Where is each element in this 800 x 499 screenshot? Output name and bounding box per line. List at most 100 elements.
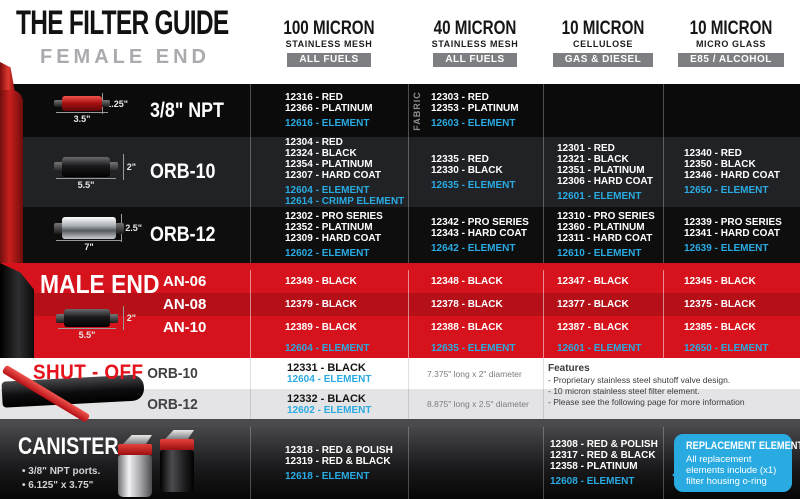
parts-cell: 12347 - BLACK: [543, 270, 663, 293]
row-label: ORB-10: [150, 160, 216, 183]
male-rows: AN-06 12349 - BLACK 12348 - BLACK 12347 …: [0, 270, 800, 358]
row-label: AN-06: [163, 273, 207, 290]
parts-cell: 12308 - RED & POLISH 12317 - RED & BLACK…: [543, 427, 663, 499]
inline-filter-illustration: 2.5" 7": [54, 214, 142, 252]
dimension-length: 3.5": [56, 112, 108, 124]
parts-cell: FABRIC 12303 - RED 12353 - PLATINUM 1260…: [408, 84, 543, 137]
column-header-100-micron: 100 MICRON STAINLESS MESH ALL FUELS: [283, 18, 375, 67]
parts-cell: 12375 - BLACK: [663, 293, 800, 316]
parts-cell: 12388 - BLACK: [408, 316, 543, 339]
row-label: 3/8" NPT: [150, 98, 224, 122]
fuel-badge: E85 / ALCOHOL: [678, 53, 784, 67]
replacement-elements-callout: REPLACEMENT ELEMENTS All replacement ele…: [672, 434, 800, 492]
fabric-note: FABRIC: [412, 90, 422, 131]
table-row-an06: AN-06 12349 - BLACK 12348 - BLACK 12347 …: [0, 270, 800, 293]
size-cell: 7.375" long x 2" diameter: [408, 358, 543, 389]
parts-cell: 12340 - RED 12350 - BLACK 12346 - HARD C…: [663, 137, 800, 207]
shut-off-title: SHUT - OFF: [33, 361, 144, 384]
parts-cell: 12389 - BLACK: [250, 316, 408, 339]
female-end-label: FEMALE END: [40, 46, 210, 68]
fuel-badge: ALL FUELS: [433, 53, 517, 67]
parts-cell: 12301 - RED 12321 - BLACK 12351 - PLATIN…: [543, 137, 663, 207]
row-label: AN-10: [163, 319, 207, 336]
row-label: ORB-10: [147, 365, 198, 382]
dimension-height: 2": [122, 306, 136, 330]
parts-cell: 12302 - PRO SERIES 12352 - PLATINUM 1230…: [250, 207, 408, 263]
row-label-cell: 2" 5.5" ORB-10: [0, 137, 250, 207]
parts-cell: 12332 - BLACK 12602 - ELEMENT: [250, 389, 408, 419]
parts-cell: 12378 - BLACK: [408, 293, 543, 316]
table-row-shutoff-orb10: ORB-10 12331 - BLACK 12604 - ELEMENT 7.3…: [0, 358, 800, 389]
canister-table: CANISTER • 3/8" NPT ports. • 6.125" x 3.…: [0, 427, 800, 499]
column-header-10-micron-micro-glass: 10 MICRON MICRO GLASS E85 / ALCOHOL: [656, 18, 800, 67]
dimension-length: 7": [56, 240, 122, 252]
element-cell: 12601 - ELEMENT: [543, 339, 663, 358]
parts-cell: 12331 - BLACK 12604 - ELEMENT: [250, 358, 408, 389]
canister-photo-icon: [118, 435, 152, 497]
table-row-an10: AN-10 12389 - BLACK 12388 - BLACK 12387 …: [0, 316, 800, 339]
table-row-an08: AN-08 12379 - BLACK 12378 - BLACK 12377 …: [0, 293, 800, 316]
parts-cell-empty: [543, 84, 663, 137]
replacement-elements-cell: REPLACEMENT ELEMENTS All replacement ele…: [663, 427, 800, 499]
parts-cell: 12318 - RED & POLISH 12319 - RED & BLACK…: [250, 427, 408, 499]
row-label: ORB-12: [150, 223, 216, 246]
parts-cell: 12387 - BLACK: [543, 316, 663, 339]
parts-cell: 12377 - BLACK: [543, 293, 663, 316]
canister-specs: • 3/8" NPT ports. • 6.125" x 3.75": [22, 466, 101, 491]
parts-cell-empty: [408, 427, 543, 499]
canister-title: CANISTER: [18, 433, 119, 460]
row-label-cell: 1.25" 3.5" 3/8" NPT: [0, 84, 250, 137]
male-end-table: MALE END 2" 5.5" AN-06 12349 - BLACK 123…: [0, 263, 800, 358]
parts-cell: 12304 - RED 12324 - BLACK 12354 - PLATIN…: [250, 137, 408, 207]
title-block: THE FILTER GUIDE FEMALE END: [16, 4, 311, 69]
dimension-length: 5.5": [56, 178, 116, 190]
table-row-orb12: 2.5" 7" ORB-12 12302 - PRO SERIES 12352 …: [0, 207, 800, 263]
table-row-elements: 12604 - ELEMENT 12635 - ELEMENT 12601 - …: [0, 339, 800, 358]
parts-cell: 12348 - BLACK: [408, 270, 543, 293]
row-label: AN-08: [163, 296, 207, 313]
element-cell: 12604 - ELEMENT: [250, 339, 408, 358]
row-label: ORB-12: [147, 395, 198, 413]
page-title: THE FILTER GUIDE: [16, 4, 229, 42]
parts-cell: 12339 - PRO SERIES 12341 - HARD COAT 126…: [663, 207, 800, 263]
parts-cell: 12345 - BLACK: [663, 270, 800, 293]
column-header-40-micron: 40 MICRON STAINLESS MESH ALL FUELS: [431, 18, 519, 67]
size-cell: 8.875" long x 2.5" diameter: [408, 389, 543, 419]
parts-cell: 12342 - PRO SERIES 12343 - HARD COAT 126…: [408, 207, 543, 263]
row-label-cell: 2.5" 7" ORB-12: [0, 207, 250, 263]
parts-cell: 12379 - BLACK: [250, 293, 408, 316]
inline-filter-illustration: 1.25" 3.5": [54, 93, 128, 124]
dimension-length: 5.5": [58, 328, 116, 340]
fuel-badge: ALL FUELS: [287, 53, 371, 67]
features-spacer: [543, 358, 800, 389]
parts-cell: 12310 - PRO SERIES 12360 - PLATINUM 1231…: [543, 207, 663, 263]
row-label-cell: CANISTER • 3/8" NPT ports. • 6.125" x 3.…: [0, 427, 250, 499]
element-cell: 12635 - ELEMENT: [408, 339, 543, 358]
dimension-height: 2": [122, 154, 136, 180]
canister-photo-icon: [160, 430, 194, 492]
parts-cell: 12385 - BLACK: [663, 316, 800, 339]
shut-off-table: SHUT - OFF ORB-10 12331 - BLACK 12604 - …: [0, 358, 800, 423]
section-divider: [0, 419, 800, 427]
male-end-title: MALE END: [40, 269, 160, 299]
table-row-orb10: 2" 5.5" ORB-10 12304 - RED 12324 - BLACK…: [0, 137, 800, 207]
female-end-table: 1.25" 3.5" 3/8" NPT 12316 - RED 12366 - …: [0, 84, 800, 263]
canister-row: CANISTER • 3/8" NPT ports. • 6.125" x 3.…: [0, 427, 800, 499]
element-cell: 12650 - ELEMENT: [663, 339, 800, 358]
fuel-badge: GAS & DIESEL: [552, 53, 654, 67]
table-row-npt: 1.25" 3.5" 3/8" NPT 12316 - RED 12366 - …: [0, 84, 800, 137]
dimension-height: 2.5": [121, 214, 142, 242]
inline-filter-illustration: 2" 5.5": [56, 306, 136, 340]
header: THE FILTER GUIDE FEMALE END 100 MICRON S…: [0, 0, 800, 84]
column-header-10-micron-cellulose: 10 MICRON CELLULOSE GAS & DIESEL: [528, 18, 678, 67]
dimension-height: 1.25": [102, 93, 128, 114]
red-filter-photo-icon: [0, 90, 23, 263]
parts-cell: 12349 - BLACK: [250, 270, 408, 293]
features-block: Features - Proprietary stainless steel s…: [548, 363, 745, 407]
inline-filter-illustration: 2" 5.5": [54, 154, 136, 190]
parts-cell: 12335 - RED 12330 - BLACK 12635 - ELEMEN…: [408, 137, 543, 207]
parts-cell: 12316 - RED 12366 - PLATINUM 12616 - ELE…: [250, 84, 408, 137]
features-spacer: [543, 389, 800, 419]
parts-cell-empty: [663, 84, 800, 137]
